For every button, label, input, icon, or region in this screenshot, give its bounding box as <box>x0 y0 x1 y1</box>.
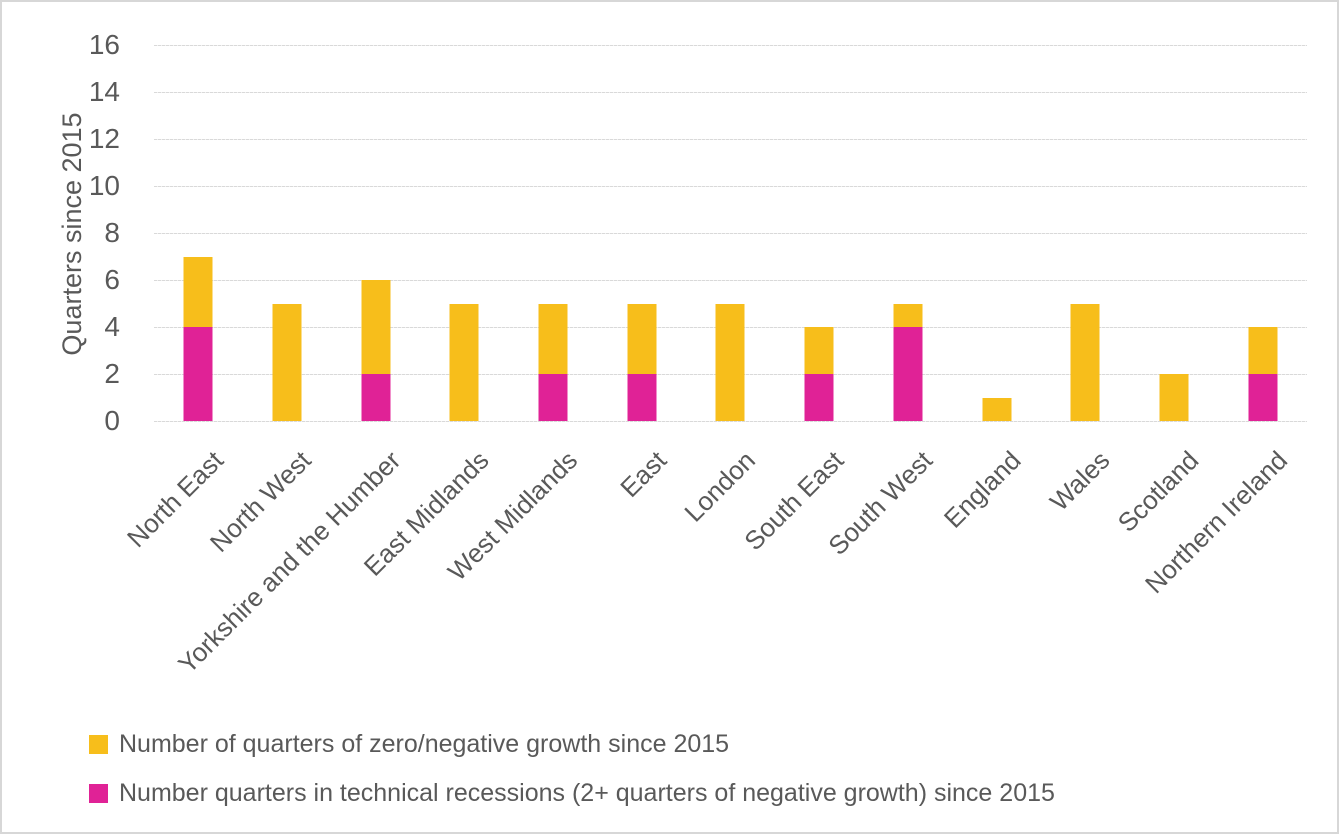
x-axis-label-wales: Wales <box>1043 445 1116 517</box>
bar-segment-zero-negative-growth <box>538 303 568 374</box>
bar-segment-zero-negative-growth <box>982 397 1012 421</box>
bar-segment-technical-recession <box>361 374 391 421</box>
legend-swatch-magenta <box>89 783 108 803</box>
y-tick-label-16: 16 <box>88 29 120 60</box>
y-tick-label-10: 10 <box>88 170 120 201</box>
bar-segment-zero-negative-growth <box>804 327 834 374</box>
gridline-y-10 <box>154 185 1307 187</box>
bar-north-east <box>183 256 213 421</box>
legend-label: Number of quarters of zero/negative grow… <box>119 729 730 758</box>
category-slot-west-midlands: West Midlands <box>442 45 598 586</box>
bar-segment-zero-negative-growth <box>449 303 479 421</box>
bar-segment-technical-recession <box>1248 374 1278 421</box>
y-tick-label-12: 12 <box>88 123 120 154</box>
legend-label: Number quarters in technical recessions … <box>119 778 1055 807</box>
gridline-y-6 <box>154 279 1307 281</box>
bar-yorkshire-and-the-humber <box>361 280 391 421</box>
bar-segment-zero-negative-growth <box>272 303 302 421</box>
bar-segment-technical-recession <box>627 374 657 421</box>
bar-segment-zero-negative-growth <box>627 303 657 374</box>
gridline-y-8 <box>154 232 1307 234</box>
gridline-y-14 <box>154 91 1307 93</box>
category-slot-wales: Wales <box>1041 45 1130 517</box>
y-tick-label-2: 2 <box>104 358 120 389</box>
bar-wales <box>1070 303 1100 421</box>
gridline-y-0 <box>154 420 1307 422</box>
y-tick-label-6: 6 <box>104 264 120 295</box>
legend-item-zero-negative-growth: Number of quarters of zero/negative grow… <box>89 730 1055 758</box>
bar-segment-zero-negative-growth <box>893 303 923 327</box>
category-slot-england: England <box>938 45 1041 534</box>
bar-west-midlands <box>538 303 568 421</box>
bar-east-midlands <box>449 303 479 421</box>
bar-segment-zero-negative-growth <box>1248 327 1278 374</box>
y-tick-label-0: 0 <box>104 405 120 436</box>
plot-area: North East North West Yorkshire and the Hu… <box>120 44 1307 679</box>
bar-scotland <box>1159 374 1189 421</box>
category-slot-south-west: South West <box>822 45 953 561</box>
bar-segment-technical-recession <box>893 327 923 421</box>
y-tick-label-4: 4 <box>104 311 120 342</box>
bar-south-east <box>804 327 834 421</box>
bar-segment-zero-negative-growth <box>183 256 213 327</box>
bars-layer: North East North West Yorkshire and the Hu… <box>120 45 1307 679</box>
category-slot-south-east: South East <box>738 45 864 556</box>
bar-north-west <box>272 303 302 421</box>
bar-northern-ireland <box>1248 327 1278 421</box>
bar-segment-zero-negative-growth <box>361 280 391 374</box>
bar-south-west <box>893 303 923 421</box>
x-axis-label-london: London <box>678 445 761 528</box>
bar-segment-technical-recession <box>538 374 568 421</box>
category-slot-east-midlands: East Midlands <box>358 45 509 582</box>
category-slot-east: East <box>597 45 686 503</box>
y-tick-label-14: 14 <box>88 76 120 107</box>
bar-england <box>982 397 1012 421</box>
x-axis-label-england: England <box>938 445 1027 534</box>
category-slot-yorkshire-and-the-humber: Yorkshire and the Humber <box>172 45 420 679</box>
bar-segment-zero-negative-growth <box>1159 374 1189 421</box>
legend-swatch-yellow <box>89 734 108 754</box>
y-tick-label-8: 8 <box>104 217 120 248</box>
category-slot-northern-ireland: Northern Ireland <box>1139 45 1307 599</box>
bar-segment-zero-negative-growth <box>1070 303 1100 421</box>
bar-segment-technical-recession <box>183 327 213 421</box>
y-axis-tick-labels: 0 2 4 6 8 10 12 14 16 <box>2 2 124 832</box>
legend-item-technical-recessions: Number quarters in technical recessions … <box>89 779 1055 807</box>
category-slot-london: London <box>678 45 775 528</box>
bar-east <box>627 303 657 421</box>
bar-london <box>715 303 745 421</box>
bar-segment-technical-recession <box>804 374 834 421</box>
legend: Number of quarters of zero/negative grow… <box>89 730 1055 828</box>
category-slot-north-east: North East <box>120 45 243 553</box>
category-slot-north-west: North West <box>204 45 332 558</box>
gridline-y-12 <box>154 138 1307 140</box>
category-slot-scotland: Scotland <box>1111 45 1219 538</box>
gridline-y-16 <box>154 44 1307 46</box>
x-axis-label-east: East <box>613 445 672 504</box>
bar-segment-zero-negative-growth <box>715 303 745 421</box>
